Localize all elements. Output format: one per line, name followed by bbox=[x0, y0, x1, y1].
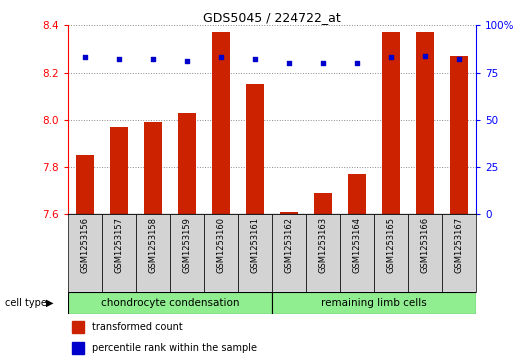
Point bbox=[183, 58, 191, 64]
Bar bbox=[272, 292, 476, 314]
Title: GDS5045 / 224722_at: GDS5045 / 224722_at bbox=[203, 11, 341, 24]
Bar bbox=[238, 214, 272, 292]
Text: GSM1253164: GSM1253164 bbox=[353, 217, 361, 273]
Text: GSM1253157: GSM1253157 bbox=[115, 217, 123, 273]
Point bbox=[386, 54, 395, 60]
Text: GSM1253166: GSM1253166 bbox=[420, 217, 429, 273]
Bar bbox=[314, 193, 332, 214]
Bar bbox=[280, 212, 298, 214]
Bar bbox=[72, 321, 84, 333]
Text: GSM1253161: GSM1253161 bbox=[251, 217, 259, 273]
Bar bbox=[450, 56, 468, 214]
Text: GSM1253156: GSM1253156 bbox=[81, 217, 89, 273]
Bar bbox=[246, 85, 264, 214]
Bar bbox=[110, 127, 128, 214]
Bar bbox=[178, 113, 196, 214]
Bar bbox=[272, 214, 306, 292]
Text: percentile rank within the sample: percentile rank within the sample bbox=[93, 343, 257, 352]
Bar bbox=[76, 155, 94, 214]
Text: GSM1253160: GSM1253160 bbox=[217, 217, 225, 273]
Bar bbox=[408, 214, 442, 292]
Point bbox=[251, 57, 259, 62]
Bar bbox=[204, 214, 238, 292]
Bar bbox=[416, 33, 434, 214]
Text: GSM1253163: GSM1253163 bbox=[319, 217, 327, 273]
Bar bbox=[212, 33, 230, 214]
Point bbox=[319, 60, 327, 66]
Bar bbox=[170, 214, 204, 292]
Bar bbox=[374, 214, 408, 292]
Bar bbox=[348, 174, 366, 214]
Point bbox=[285, 60, 293, 66]
Bar bbox=[340, 214, 374, 292]
Bar bbox=[72, 342, 84, 354]
Bar bbox=[306, 214, 340, 292]
Text: GSM1253165: GSM1253165 bbox=[386, 217, 395, 273]
Text: GSM1253158: GSM1253158 bbox=[149, 217, 157, 273]
Point bbox=[420, 53, 429, 58]
Text: remaining limb cells: remaining limb cells bbox=[321, 298, 427, 308]
Point bbox=[217, 54, 225, 60]
Bar bbox=[68, 292, 272, 314]
Text: cell type: cell type bbox=[5, 298, 47, 308]
Text: chondrocyte condensation: chondrocyte condensation bbox=[101, 298, 239, 308]
Bar bbox=[382, 33, 400, 214]
Point bbox=[353, 60, 361, 66]
Bar bbox=[442, 214, 476, 292]
Text: GSM1253159: GSM1253159 bbox=[183, 217, 191, 273]
Text: GSM1253162: GSM1253162 bbox=[285, 217, 293, 273]
Text: transformed count: transformed count bbox=[93, 322, 183, 332]
Point bbox=[81, 54, 89, 60]
Bar bbox=[136, 214, 170, 292]
Text: ▶: ▶ bbox=[46, 298, 53, 308]
Text: GSM1253167: GSM1253167 bbox=[454, 217, 463, 273]
Point bbox=[454, 57, 463, 62]
Point bbox=[149, 57, 157, 62]
Point bbox=[115, 57, 123, 62]
Bar bbox=[68, 214, 102, 292]
Bar bbox=[102, 214, 136, 292]
Bar bbox=[144, 122, 162, 214]
